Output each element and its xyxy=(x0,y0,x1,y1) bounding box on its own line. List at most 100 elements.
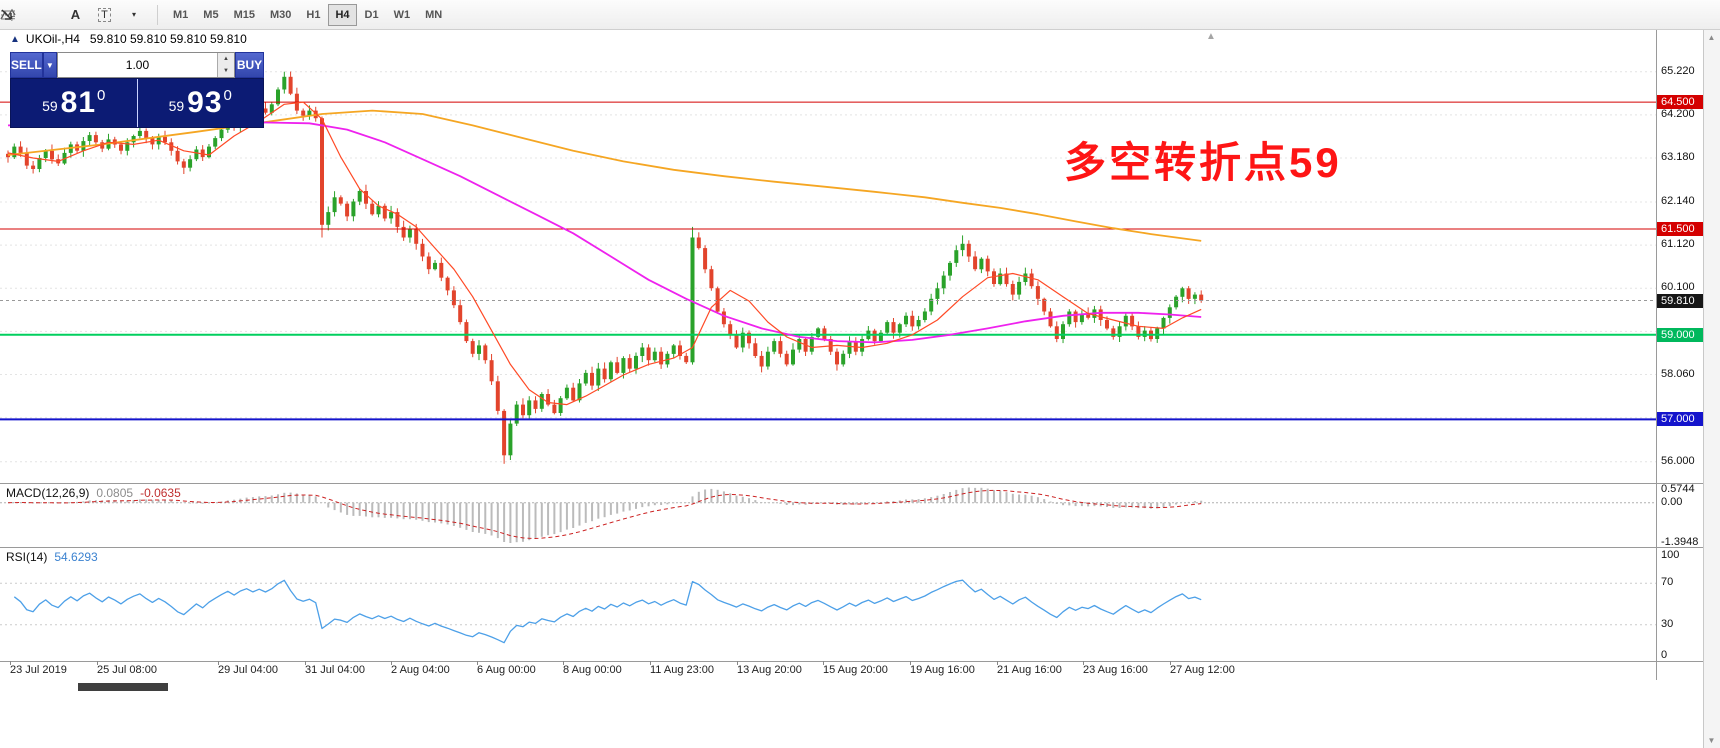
macd-axis-label: -1.3948 xyxy=(1661,536,1699,548)
tool-text-icon[interactable]: A xyxy=(62,3,89,27)
macd-signal-line xyxy=(7,489,1202,540)
price-label: 56.000 xyxy=(1661,455,1695,467)
horizontal-scrollbar-thumb[interactable] xyxy=(78,683,168,691)
timeframe-m1[interactable]: M1 xyxy=(166,4,195,26)
tool-text-label-icon[interactable]: T xyxy=(91,3,118,27)
chart-caption: ▲ UKOil-,H4 59.810 59.810 59.810 59.810 xyxy=(10,32,247,46)
macd-title: MACD(12,26,9) xyxy=(6,486,90,500)
time-tick xyxy=(910,661,911,665)
rsi-panel xyxy=(0,579,1656,644)
time-label: 31 Jul 04:00 xyxy=(305,664,365,676)
main-price-chart[interactable] xyxy=(0,48,1656,482)
price-label: 61.120 xyxy=(1661,238,1695,250)
time-tick xyxy=(477,661,478,665)
price-label: 63.180 xyxy=(1661,151,1695,163)
macd-caption: MACD(12,26,9) 0.0805 -0.0635 xyxy=(6,486,181,500)
timeframe-d1[interactable]: D1 xyxy=(358,4,386,26)
quote-display: 59 81 0 59 93 0 xyxy=(10,78,264,128)
price-label: 58.060 xyxy=(1661,368,1695,380)
symbol-period-label: UKOil-,H4 xyxy=(25,32,80,46)
time-label: 6 Aug 00:00 xyxy=(477,664,536,676)
tool-arrows-icon[interactable]: ▾ xyxy=(1,3,147,27)
macd-histogram xyxy=(13,487,1203,543)
lot-decrease-icon[interactable]: ▼ xyxy=(217,65,234,77)
timeframe-mn[interactable]: MN xyxy=(418,4,449,26)
rsi-caption: RSI(14) 54.6293 xyxy=(6,550,98,564)
gridlines xyxy=(0,71,1656,463)
timeframe-group: M1 M5 M15 M30 H1 H4 D1 W1 MN xyxy=(166,3,450,26)
macd-panel xyxy=(0,487,1656,543)
time-tick xyxy=(823,661,824,665)
chart-text-annotation: 多空转折点59 xyxy=(1064,139,1342,186)
lot-size-box: ▲ ▼ xyxy=(56,52,235,78)
timeframe-m30[interactable]: M30 xyxy=(263,4,298,26)
price-tag: 59.810 xyxy=(1657,294,1703,308)
timeframe-h4[interactable]: H4 xyxy=(328,3,357,26)
svg-text:F: F xyxy=(11,16,15,22)
ma-medium xyxy=(7,121,1202,344)
price-label: 65.220 xyxy=(1661,65,1695,77)
lot-size-input[interactable] xyxy=(57,53,217,77)
rsi-axis-label: 100 xyxy=(1661,549,1680,561)
time-axis-separator xyxy=(0,661,1703,662)
tool-fibonacci-icon[interactable]: F xyxy=(1,3,60,27)
timeframe-h1[interactable]: H1 xyxy=(299,4,327,26)
time-tick xyxy=(1170,661,1171,665)
ma-slow xyxy=(7,109,1202,242)
time-tick xyxy=(305,661,306,665)
quote-divider xyxy=(136,79,138,127)
price-label: 64.200 xyxy=(1661,108,1695,120)
macd-axis-label: 0.00 xyxy=(1661,496,1683,508)
time-tick xyxy=(1083,661,1084,665)
price-axis-line xyxy=(1656,30,1657,680)
time-label: 27 Aug 12:00 xyxy=(1170,664,1235,676)
buy-price[interactable]: 59 93 0 xyxy=(168,86,232,119)
time-tick xyxy=(391,661,392,665)
price-tag: 61.500 xyxy=(1657,222,1703,236)
ma-fast xyxy=(7,101,1202,406)
timeframe-m5[interactable]: M5 xyxy=(196,4,225,26)
sell-price[interactable]: 59 81 0 xyxy=(42,86,106,119)
rsi-axis-label: 0 xyxy=(1661,649,1668,661)
macd-signal-value: -0.0635 xyxy=(140,486,181,500)
timeframe-m15[interactable]: M15 xyxy=(227,4,262,26)
time-label: 25 Jul 08:00 xyxy=(97,664,157,676)
toolbar-separator xyxy=(157,4,158,25)
time-label: 13 Aug 20:00 xyxy=(737,664,802,676)
sell-button[interactable]: SELL xyxy=(10,52,43,78)
rsi-panel-splitter[interactable] xyxy=(0,547,1703,548)
scroll-up-icon[interactable]: ▲ xyxy=(1707,33,1716,42)
time-label: 21 Aug 16:00 xyxy=(997,664,1062,676)
time-tick xyxy=(737,661,738,665)
timeframe-w1[interactable]: W1 xyxy=(387,4,418,26)
rsi-axis-label: 30 xyxy=(1661,618,1674,630)
ohlc-values: 59.810 59.810 59.810 59.810 xyxy=(89,32,247,46)
vertical-scrollbar[interactable]: ▲ ▼ xyxy=(1703,30,1720,748)
chart-shift-marker-icon: ▲ xyxy=(1206,31,1216,42)
time-label: 11 Aug 23:00 xyxy=(650,664,715,676)
price-label: 62.140 xyxy=(1661,195,1695,207)
candles xyxy=(6,71,1204,464)
time-label: 19 Aug 16:00 xyxy=(910,664,975,676)
drawing-tools-group: F A T ▾ xyxy=(0,3,149,27)
time-label: 15 Aug 20:00 xyxy=(823,664,888,676)
macd-axis-label: 0.5744 xyxy=(1661,483,1695,495)
price-tag: 64.500 xyxy=(1657,95,1703,109)
sell-dropdown-icon[interactable]: ▼ xyxy=(42,52,57,78)
time-tick xyxy=(10,661,11,665)
scroll-down-icon[interactable]: ▼ xyxy=(1707,736,1716,745)
time-label: 2 Aug 04:00 xyxy=(391,664,450,676)
rsi-value: 54.6293 xyxy=(54,550,98,564)
macd-panel-splitter[interactable] xyxy=(0,483,1703,484)
price-tag: 57.000 xyxy=(1657,412,1703,426)
time-tick xyxy=(218,661,219,665)
price-tag: 59.000 xyxy=(1657,328,1703,342)
time-tick xyxy=(563,661,564,665)
toolbar: F A T ▾ M1 M5 M15 M30 H1 H4 D1 W1 MN xyxy=(0,0,1720,30)
lot-stepper: ▲ ▼ xyxy=(216,53,234,77)
time-label: 23 Aug 16:00 xyxy=(1083,664,1148,676)
one-click-collapse-icon[interactable]: ▲ xyxy=(10,33,20,45)
lot-increase-icon[interactable]: ▲ xyxy=(217,53,234,65)
buy-button[interactable]: BUY xyxy=(234,52,264,78)
